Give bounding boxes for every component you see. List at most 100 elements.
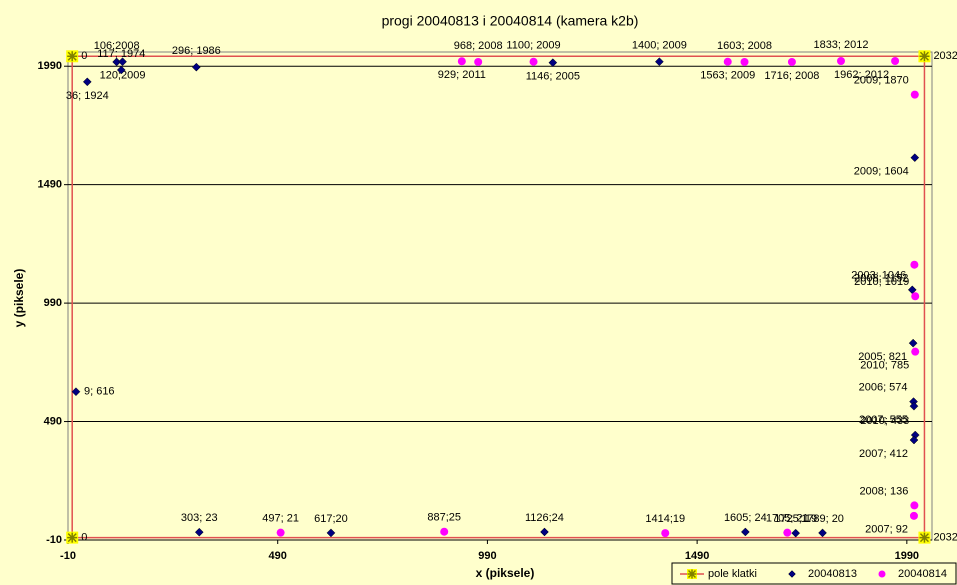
data-label: 1605; 24: [724, 512, 767, 524]
y-tick-label: 490: [44, 415, 62, 427]
data-label: 9; 616: [84, 386, 115, 398]
plot-area: [67, 51, 933, 541]
point: [67, 532, 78, 543]
y-axis-label: y (piksele): [12, 269, 26, 328]
data-label: 1716; 2008: [764, 70, 819, 82]
data-label: 2005; 821: [858, 351, 907, 363]
data-label: 36; 1924: [66, 90, 109, 102]
data-label: 2006; 574: [859, 382, 908, 394]
data-label: 1563; 2009: [700, 70, 755, 82]
x-tick-label: 490: [269, 550, 287, 562]
data-label: 106;2008: [94, 40, 140, 52]
point: [910, 90, 919, 99]
point: [911, 347, 920, 356]
data-label: 2009; 1870: [854, 75, 909, 87]
data-label: 1962; 2012: [834, 69, 889, 81]
point: [326, 528, 336, 538]
point: [82, 77, 92, 87]
point: [919, 532, 930, 543]
y-tick-label: 1990: [38, 60, 62, 72]
legend: [671, 562, 957, 585]
point: [474, 57, 483, 66]
data-label: 2010; 785: [860, 360, 909, 372]
point: [909, 511, 918, 520]
y-tick-label: -10: [46, 534, 62, 546]
legend-marker: [878, 570, 886, 578]
x-tick-label: 1490: [685, 550, 709, 562]
data-label: 0: [81, 532, 87, 544]
data-label: 1126;24: [525, 512, 564, 524]
data-label: 303; 23: [181, 512, 218, 524]
data-label: 296; 1986: [172, 45, 221, 57]
x-tick-label: 990: [478, 550, 496, 562]
legend-marker: [788, 570, 796, 578]
point: [741, 527, 750, 537]
point: [118, 57, 127, 67]
legend-label: 20040813: [808, 568, 857, 580]
data-label: 2007; 412: [859, 448, 908, 460]
point: [919, 51, 930, 62]
data-label: 2003; 1046: [851, 270, 906, 282]
point: [548, 58, 558, 68]
point: [67, 51, 78, 62]
point: [908, 338, 918, 348]
data-label: 617;20: [314, 513, 348, 525]
data-label: 1400; 2009: [632, 40, 687, 52]
data-label: 1789; 20: [801, 513, 844, 525]
point: [910, 260, 919, 269]
point: [909, 435, 919, 445]
data-label: 1100; 2009: [506, 40, 560, 52]
data-label: 2007; 92: [865, 524, 908, 536]
legend-marker: [687, 569, 697, 579]
point: [71, 387, 81, 397]
data-label: 497; 21: [262, 513, 299, 525]
point: [529, 57, 538, 66]
point: [740, 57, 749, 66]
point: [723, 57, 732, 66]
point: [909, 401, 919, 411]
data-label: 887;25: [427, 512, 461, 524]
data-label: 2010; 433: [860, 415, 909, 427]
point: [457, 57, 466, 66]
data-label: 1146; 2005: [526, 71, 580, 83]
x-axis-label: x (piksele): [476, 566, 535, 580]
data-label: 2008; 136: [859, 485, 908, 497]
point: [655, 57, 664, 67]
data-label: 1833; 2012: [813, 39, 868, 51]
data-label: 2032: [933, 50, 957, 62]
point: [116, 65, 126, 75]
data-label: 1725; 19: [774, 513, 817, 525]
point: [911, 292, 920, 301]
point: [818, 528, 827, 538]
data-label: 120;2009: [100, 70, 146, 82]
point: [791, 528, 801, 538]
data-label: 2008; 1152: [854, 273, 908, 285]
legend-label: 20040814: [898, 568, 947, 580]
point: [191, 62, 201, 72]
data-label: 929; 2011: [438, 69, 486, 81]
x-tick-label: -10: [60, 550, 76, 562]
point: [891, 57, 900, 66]
data-label: 968; 2008: [454, 40, 503, 52]
chart-title: progi 20040813 i 20040814 (kamera k2b): [382, 13, 639, 29]
data-label: 117; 1974: [97, 48, 145, 60]
point: [836, 57, 845, 66]
point: [194, 527, 204, 537]
point: [661, 529, 670, 538]
point: [440, 527, 449, 536]
point: [910, 501, 919, 510]
point: [787, 57, 796, 66]
data-label: 0: [81, 50, 87, 62]
point: [783, 528, 792, 537]
point: [910, 153, 920, 163]
legend-label: pole klatki: [708, 568, 757, 580]
data-label: 2009; 1604: [854, 166, 909, 178]
x-tick-label: 1990: [895, 550, 919, 562]
point: [276, 528, 285, 537]
data-label: 2032: [933, 532, 957, 544]
data-label: 1603; 2008: [717, 40, 772, 52]
y-tick-label: 990: [44, 297, 62, 309]
data-label: 1705; 21: [766, 513, 809, 525]
data-label: 2007; 555: [859, 414, 908, 426]
